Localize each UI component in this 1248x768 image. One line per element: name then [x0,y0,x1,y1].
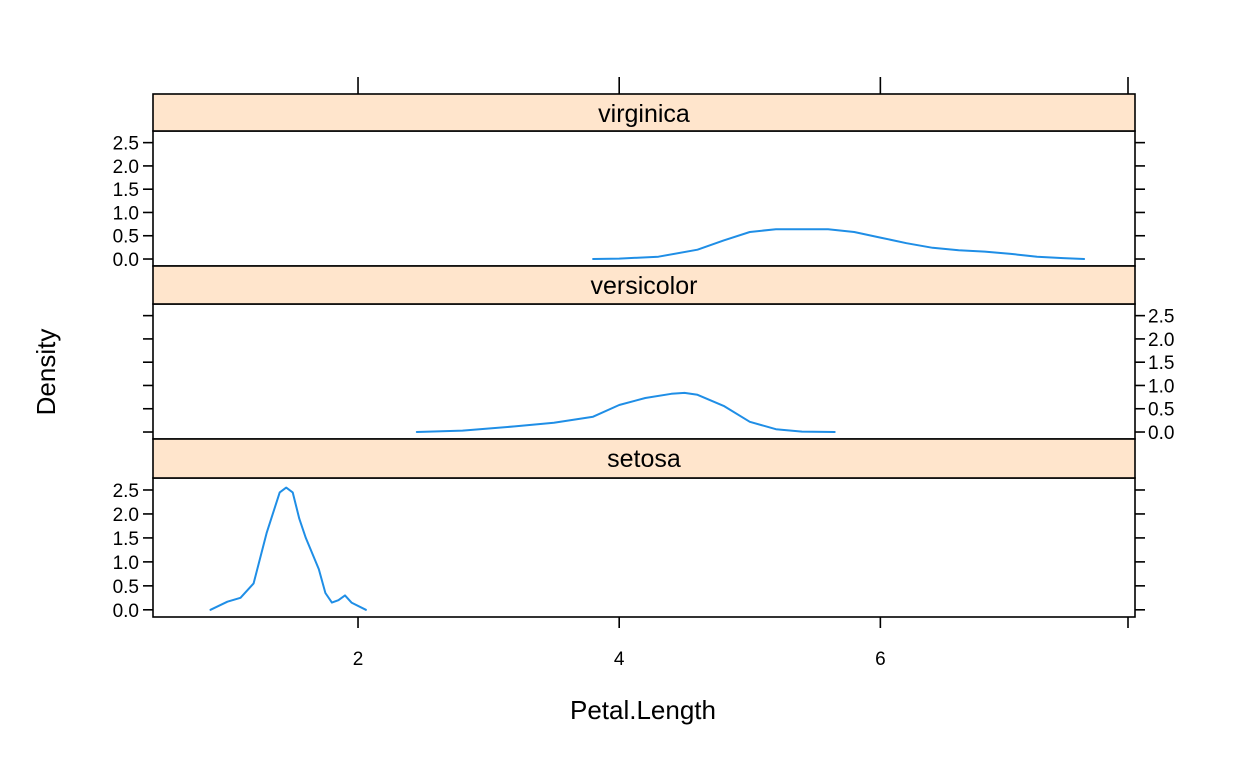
y-tick-label: 2.0 [113,157,139,178]
y-tick-label: 1.0 [1148,376,1174,397]
panels-group: virginica0.00.51.01.52.02.5versicolor0.0… [113,93,1174,622]
x-axis-title: Petal.Length [570,695,716,725]
y-tick-label: 2.0 [113,505,139,526]
density-curve-setosa [209,486,367,611]
strip-versicolor [152,265,1136,305]
y-tick-label: 0.5 [113,577,139,598]
y-tick-label: 0.0 [113,601,139,622]
x-axis: 2 4 6 [353,77,1129,670]
panel-setosa: setosa 0.0 0.5 1.0 1.5 2.0 2.5 [113,438,1145,622]
y-tick-label: 1.5 [113,180,139,201]
x-tick-label: 2 [353,649,364,670]
y-tick-label: 0.5 [1148,400,1174,421]
strip-label: setosa [607,445,681,473]
strip-setosa [152,438,1136,479]
y-tick-label: 2.0 [1148,330,1174,351]
y-tick-label: 0.0 [113,250,139,271]
x-tick-label: 4 [614,649,625,670]
strip-label: versicolor [591,272,698,300]
y-axis-title: Density [31,329,61,416]
y-tick-label: 1.5 [1148,353,1174,374]
x-tick-label: 6 [875,649,886,670]
panel-frame [152,130,1136,267]
density-curve-virginica [592,228,1086,260]
y-tick-label: 2.5 [113,481,139,502]
panel-frame [152,303,1136,440]
y-tick-label: 2.5 [113,134,139,155]
y-tick-label: 1.0 [113,553,139,574]
y-tick-label: 2.5 [1148,307,1174,328]
y-tick-label: 1.5 [113,529,139,550]
density-curve-versicolor [415,391,836,433]
strip-label: virginica [598,100,690,128]
panel-virginica: virginica 0.00.5 1.01.52.02.5 [113,93,1145,271]
panel-frame [152,477,1136,618]
y-tick-label: 0.0 [1148,423,1174,444]
strip-virginica [152,93,1136,132]
y-tick-label: 0.5 [113,227,139,248]
panel-versicolor: versicolor 0.00.5 1.01.52.02.5 [143,265,1174,444]
y-tick-label: 1.0 [113,203,139,224]
